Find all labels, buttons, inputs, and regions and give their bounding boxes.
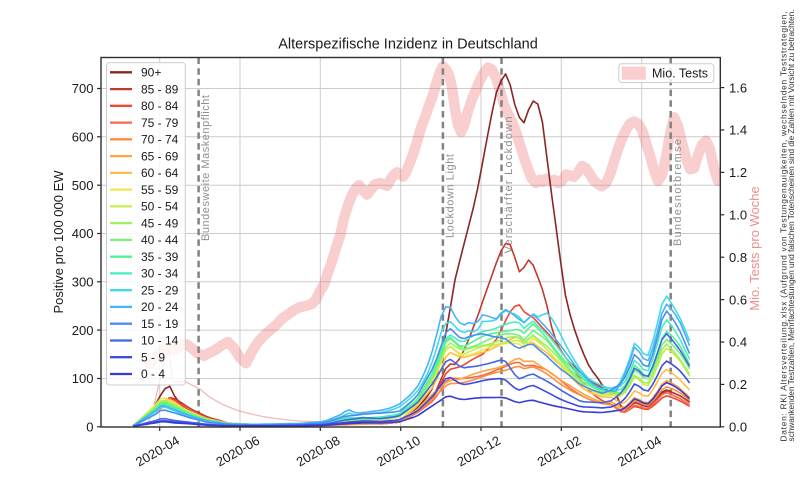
svg-text:500: 500 <box>72 178 94 193</box>
svg-text:25 - 29: 25 - 29 <box>141 283 179 297</box>
svg-text:1.0: 1.0 <box>729 208 747 223</box>
svg-text:100: 100 <box>72 371 94 386</box>
svg-text:Bundesweite Maskenpflicht: Bundesweite Maskenpflicht <box>200 95 212 241</box>
svg-text:Mio. Tests: Mio. Tests <box>652 67 708 81</box>
svg-text:30 - 34: 30 - 34 <box>141 267 179 281</box>
svg-text:1.4: 1.4 <box>729 123 747 138</box>
svg-text:90+: 90+ <box>141 66 161 80</box>
svg-text:300: 300 <box>72 275 94 290</box>
svg-text:0.6: 0.6 <box>729 292 747 307</box>
svg-text:40 - 44: 40 - 44 <box>141 233 179 247</box>
svg-text:600: 600 <box>72 130 94 145</box>
svg-text:80 - 84: 80 - 84 <box>141 99 179 113</box>
svg-text:700: 700 <box>72 81 94 96</box>
svg-text:55 - 59: 55 - 59 <box>141 183 179 197</box>
svg-text:Mio. Tests pro Woche: Mio. Tests pro Woche <box>747 186 762 311</box>
svg-text:15 - 19: 15 - 19 <box>141 317 179 331</box>
svg-text:85 - 89: 85 - 89 <box>141 82 179 96</box>
svg-text:35 - 39: 35 - 39 <box>141 250 179 264</box>
svg-text:10 - 14: 10 - 14 <box>141 334 179 348</box>
svg-text:0.4: 0.4 <box>729 335 747 350</box>
svg-text:50 - 54: 50 - 54 <box>141 200 179 214</box>
svg-text:200: 200 <box>72 323 94 338</box>
svg-text:0: 0 <box>86 420 93 435</box>
svg-text:1.2: 1.2 <box>729 165 747 180</box>
svg-text:1.6: 1.6 <box>729 80 747 95</box>
svg-text:45 - 49: 45 - 49 <box>141 216 179 230</box>
svg-text:70 - 74: 70 - 74 <box>141 133 179 147</box>
svg-text:0.8: 0.8 <box>729 250 747 265</box>
svg-text:schwankenden Testzahlen, Mehrf: schwankenden Testzahlen, Mehrfachtestung… <box>786 10 796 442</box>
svg-text:75 - 79: 75 - 79 <box>141 116 179 130</box>
svg-text:5 - 9: 5 - 9 <box>141 350 165 364</box>
svg-text:Lockdown Light: Lockdown Light <box>444 154 456 238</box>
svg-text:0.2: 0.2 <box>729 377 747 392</box>
svg-text:Positive pro 100 000 EW: Positive pro 100 000 EW <box>51 170 66 314</box>
svg-text:Alterspezifische Inzidenz in D: Alterspezifische Inzidenz in Deutschland <box>278 37 538 53</box>
svg-text:20 - 24: 20 - 24 <box>141 300 179 314</box>
svg-text:0.0: 0.0 <box>729 420 747 435</box>
svg-text:400: 400 <box>72 226 94 241</box>
svg-text:Verschärfter Lockdown: Verschärfter Lockdown <box>503 117 515 254</box>
svg-text:65 - 69: 65 - 69 <box>141 149 179 163</box>
svg-text:Bundesnotbremse: Bundesnotbremse <box>672 139 684 246</box>
svg-text:Daten: RKI Altersverteilung.xl: Daten: RKI Altersverteilung.xlsx (Aufgru… <box>779 11 789 441</box>
svg-text:0 - 4: 0 - 4 <box>141 367 165 381</box>
svg-text:60 - 64: 60 - 64 <box>141 166 179 180</box>
